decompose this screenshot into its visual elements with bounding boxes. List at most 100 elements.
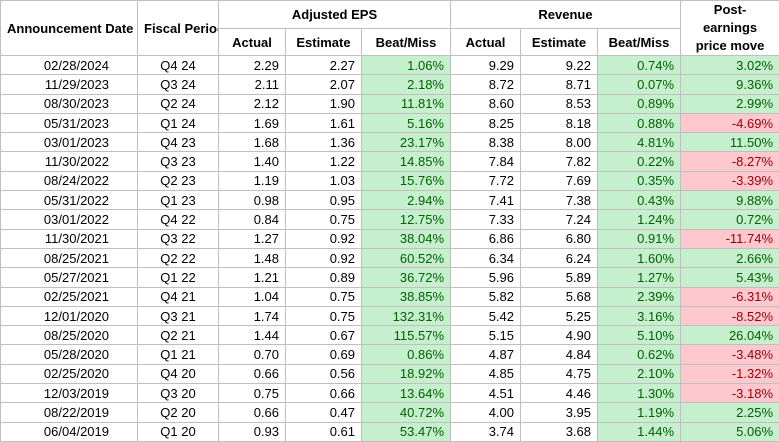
table-cell: -3.18% bbox=[681, 384, 779, 403]
table-cell: 12/03/2019 bbox=[1, 384, 138, 403]
table-cell: 0.84 bbox=[219, 210, 286, 229]
table-cell: 5.82 bbox=[451, 287, 521, 306]
table-cell: 5.42 bbox=[451, 306, 521, 325]
table-cell: 0.93 bbox=[219, 422, 286, 441]
table-cell: 6.86 bbox=[451, 229, 521, 248]
header-cell: Announcement Date bbox=[1, 1, 138, 56]
table-cell: 1.24% bbox=[598, 210, 681, 229]
table-cell: 5.06% bbox=[681, 422, 779, 441]
table-cell: 3.68 bbox=[521, 422, 598, 441]
table-cell: 1.69 bbox=[219, 113, 286, 132]
table-cell: 60.52% bbox=[362, 248, 451, 267]
table-cell: 4.51 bbox=[451, 384, 521, 403]
table-cell: 0.66 bbox=[219, 403, 286, 422]
table-cell: 0.75 bbox=[219, 384, 286, 403]
table-cell: Q4 24 bbox=[138, 56, 219, 75]
table-cell: 4.87 bbox=[451, 345, 521, 364]
table-cell: 1.68 bbox=[219, 133, 286, 152]
table-cell: 2.39% bbox=[598, 287, 681, 306]
table-cell: 0.69 bbox=[286, 345, 362, 364]
table-cell: -6.31% bbox=[681, 287, 779, 306]
table-cell: 03/01/2022 bbox=[1, 210, 138, 229]
table-cell: 23.17% bbox=[362, 133, 451, 152]
table-cell: 14.85% bbox=[362, 152, 451, 171]
table-cell: 7.69 bbox=[521, 171, 598, 190]
table-cell: 08/22/2019 bbox=[1, 403, 138, 422]
table-cell: 7.82 bbox=[521, 152, 598, 171]
table-cell: 4.75 bbox=[521, 364, 598, 383]
table-cell: 6.80 bbox=[521, 229, 598, 248]
table-cell: 1.30% bbox=[598, 384, 681, 403]
table-cell: 2.11 bbox=[219, 75, 286, 94]
table-cell: Q3 24 bbox=[138, 75, 219, 94]
table-cell: 7.84 bbox=[451, 152, 521, 171]
table-cell: 0.47 bbox=[286, 403, 362, 422]
table-cell: 4.46 bbox=[521, 384, 598, 403]
table-header: Announcement Date Fiscal Period Adjusted… bbox=[1, 1, 779, 56]
table-cell: 0.72% bbox=[681, 210, 779, 229]
table-cell: 1.36 bbox=[286, 133, 362, 152]
table-cell: Q4 21 bbox=[138, 287, 219, 306]
table-cell: 8.71 bbox=[521, 75, 598, 94]
page: Announcement Date Fiscal Period Adjusted… bbox=[0, 0, 779, 429]
table-cell: -11.74% bbox=[681, 229, 779, 248]
table-cell: 4.84 bbox=[521, 345, 598, 364]
table-cell: 13.64% bbox=[362, 384, 451, 403]
table-cell: 1.04 bbox=[219, 287, 286, 306]
table-cell: 5.68 bbox=[521, 287, 598, 306]
table-cell: 1.19% bbox=[598, 403, 681, 422]
table-cell: 2.29 bbox=[219, 56, 286, 75]
table-cell: 3.95 bbox=[521, 403, 598, 422]
table-cell: 0.35% bbox=[598, 171, 681, 190]
subheader-cell: Estimate bbox=[286, 29, 362, 56]
table-cell: Q1 21 bbox=[138, 345, 219, 364]
table-cell: 8.25 bbox=[451, 113, 521, 132]
table-cell: 4.00 bbox=[451, 403, 521, 422]
table-cell: 1.74 bbox=[219, 306, 286, 325]
table-cell: 0.43% bbox=[598, 191, 681, 210]
table-cell: 53.47% bbox=[362, 422, 451, 441]
table-cell: 02/25/2020 bbox=[1, 364, 138, 383]
table-cell: 5.89 bbox=[521, 268, 598, 287]
table-cell: 9.22 bbox=[521, 56, 598, 75]
table-cell: 12.75% bbox=[362, 210, 451, 229]
table-cell: 1.22 bbox=[286, 152, 362, 171]
table-cell: 08/24/2022 bbox=[1, 171, 138, 190]
table-cell: 1.06% bbox=[362, 56, 451, 75]
table-cell: 8.60 bbox=[451, 94, 521, 113]
table-cell: Q2 22 bbox=[138, 248, 219, 267]
table-cell: 11/30/2021 bbox=[1, 229, 138, 248]
table-cell: 1.03 bbox=[286, 171, 362, 190]
subheader-cell: Beat/Miss bbox=[598, 29, 681, 56]
table-cell: Q2 24 bbox=[138, 94, 219, 113]
table-cell: Q4 20 bbox=[138, 364, 219, 383]
table-cell: 9.29 bbox=[451, 56, 521, 75]
table-cell: 4.85 bbox=[451, 364, 521, 383]
table-cell: -1.32% bbox=[681, 364, 779, 383]
table-cell: 02/25/2021 bbox=[1, 287, 138, 306]
table-cell: 1.27% bbox=[598, 268, 681, 287]
table-cell: 1.21 bbox=[219, 268, 286, 287]
table-cell: 08/25/2020 bbox=[1, 326, 138, 345]
table-cell: 1.61 bbox=[286, 113, 362, 132]
table-cell: 06/04/2019 bbox=[1, 422, 138, 441]
table-cell: 8.38 bbox=[451, 133, 521, 152]
table-cell: 0.67 bbox=[286, 326, 362, 345]
table-cell: 0.22% bbox=[598, 152, 681, 171]
table-cell: 1.60% bbox=[598, 248, 681, 267]
table-cell: Q3 20 bbox=[138, 384, 219, 403]
table-cell: 4.81% bbox=[598, 133, 681, 152]
table-cell: 05/31/2022 bbox=[1, 191, 138, 210]
table-cell: 2.25% bbox=[681, 403, 779, 422]
table-cell: Q3 21 bbox=[138, 306, 219, 325]
